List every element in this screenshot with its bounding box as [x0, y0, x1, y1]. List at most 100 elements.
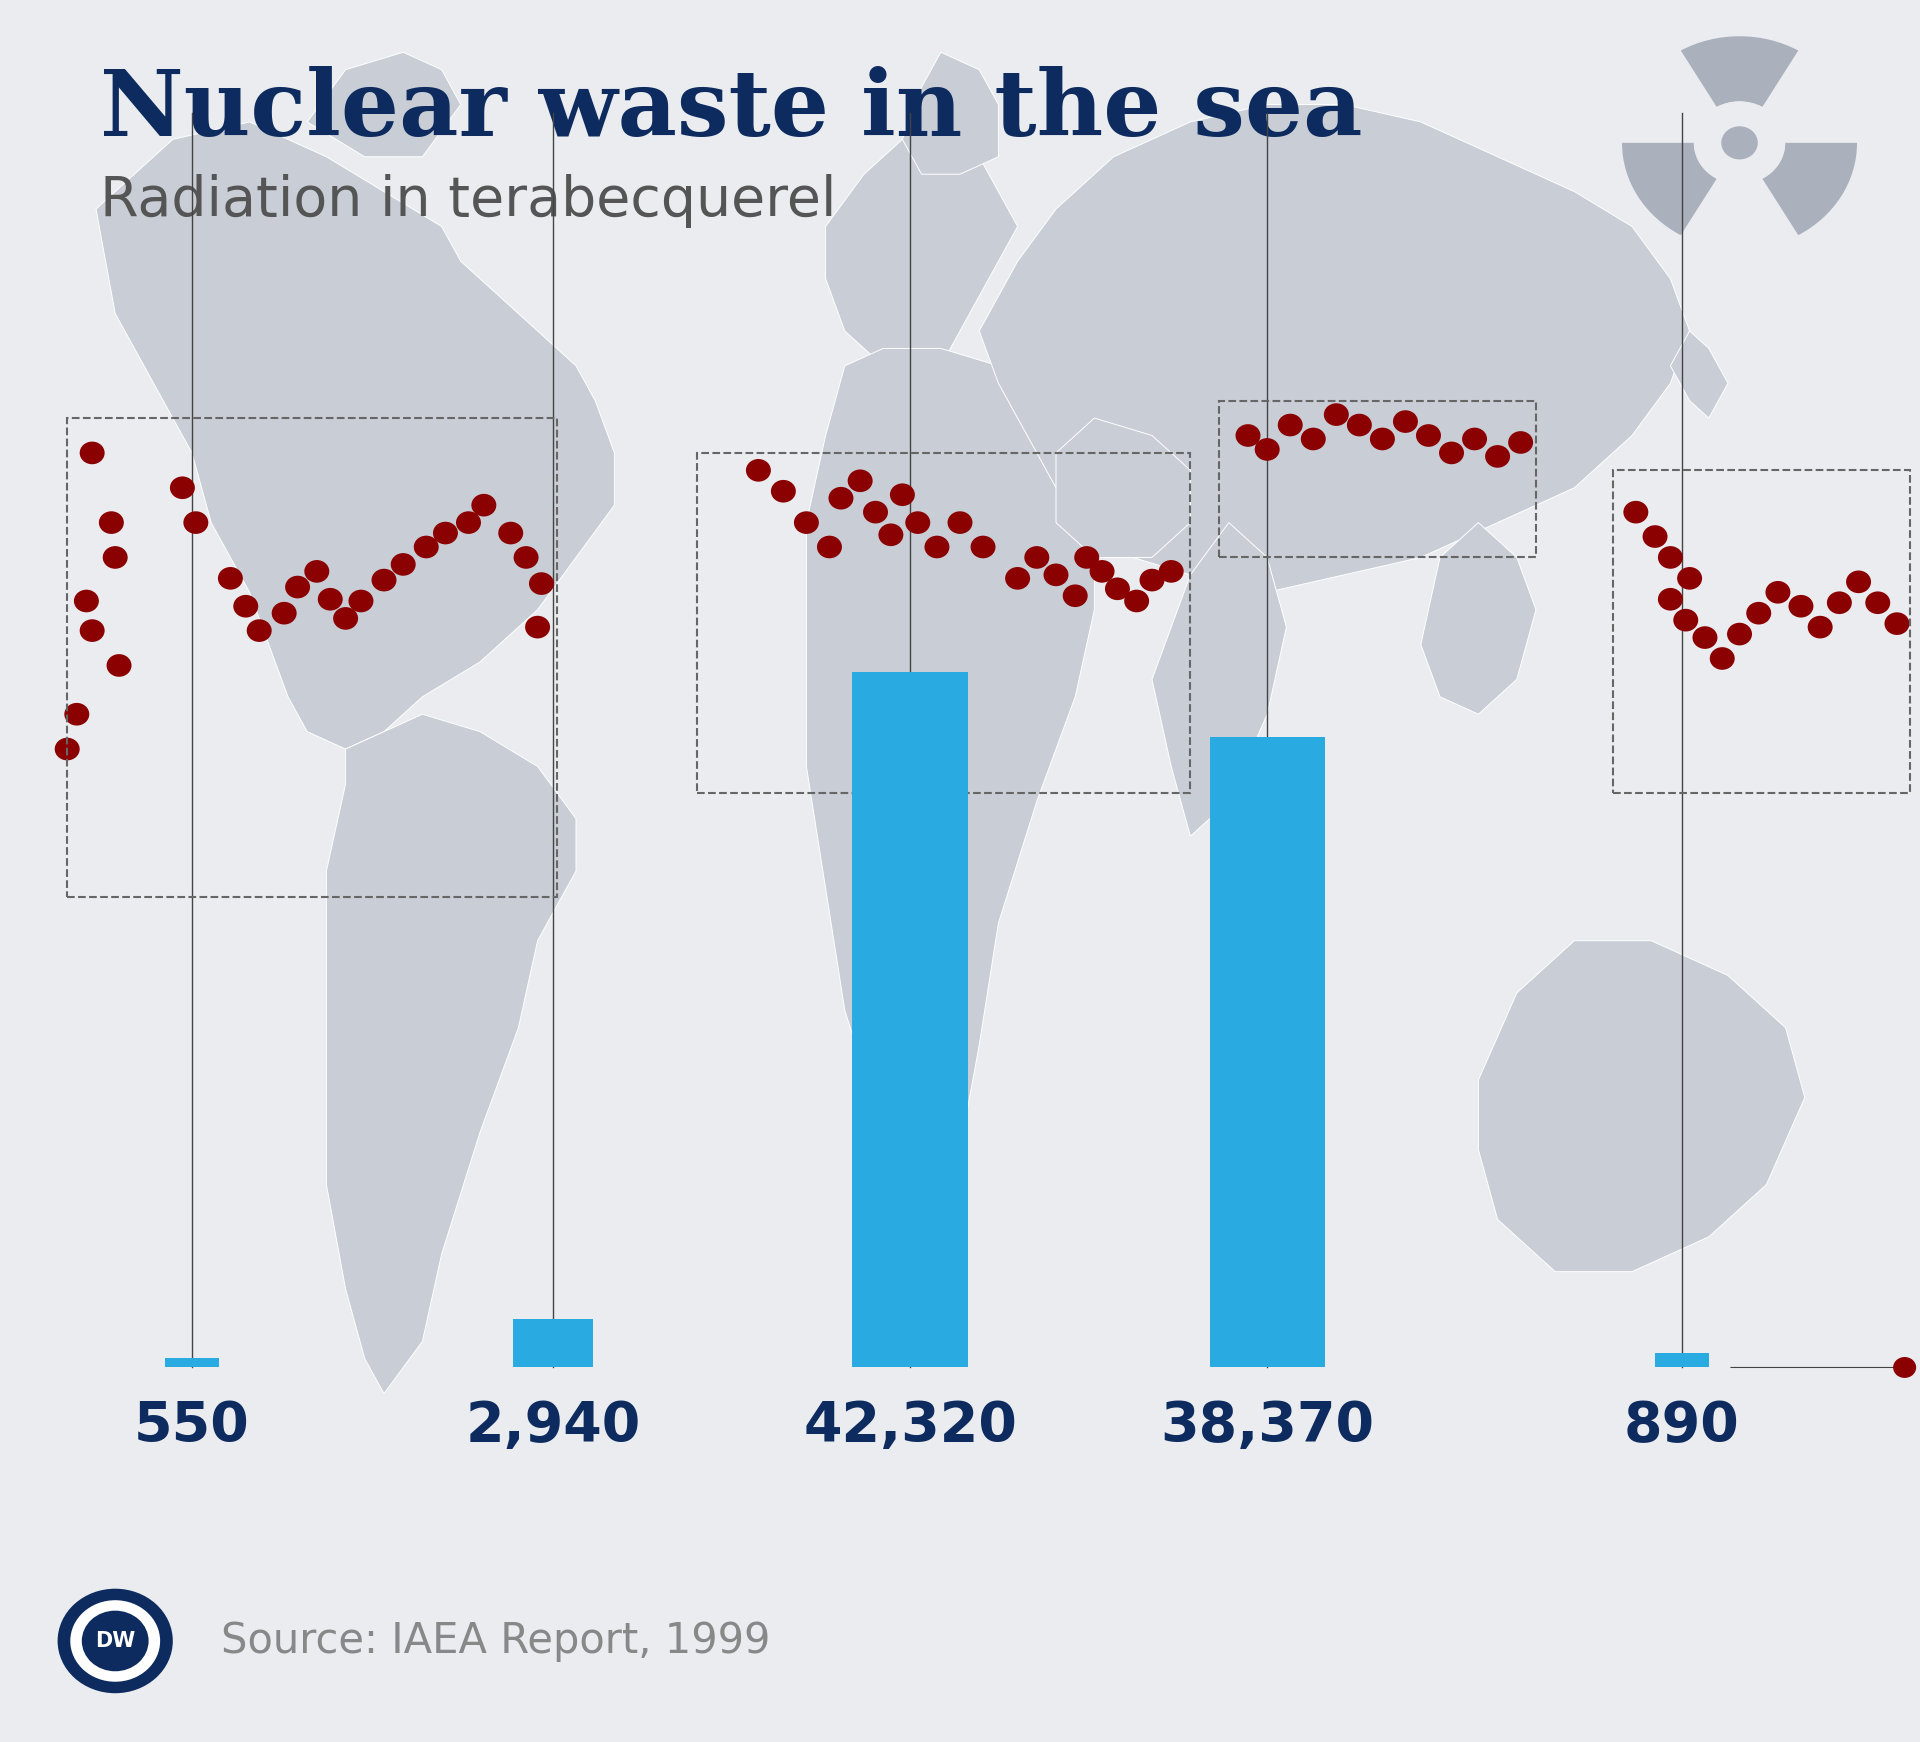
Circle shape — [284, 575, 311, 599]
Circle shape — [106, 655, 131, 678]
Circle shape — [1709, 646, 1736, 671]
Circle shape — [904, 512, 929, 535]
Circle shape — [102, 547, 127, 568]
Bar — [1655, 1354, 1709, 1367]
Circle shape — [392, 552, 415, 575]
Circle shape — [171, 477, 196, 500]
Circle shape — [1044, 563, 1068, 585]
Circle shape — [1693, 101, 1786, 185]
Circle shape — [100, 512, 123, 535]
Bar — [1613, 470, 1910, 793]
Circle shape — [332, 606, 357, 631]
Circle shape — [1486, 444, 1511, 469]
Polygon shape — [1056, 418, 1190, 557]
Circle shape — [248, 618, 273, 643]
Circle shape — [1073, 547, 1098, 568]
Circle shape — [499, 523, 522, 545]
Bar — [697, 453, 1190, 793]
Circle shape — [79, 618, 104, 643]
Circle shape — [1893, 1357, 1916, 1378]
Circle shape — [1064, 585, 1087, 608]
Circle shape — [526, 617, 551, 639]
Circle shape — [1279, 413, 1302, 437]
Circle shape — [415, 537, 438, 559]
Circle shape — [1325, 402, 1348, 427]
Text: DW: DW — [96, 1631, 134, 1651]
Circle shape — [182, 512, 207, 535]
Circle shape — [1160, 559, 1183, 582]
Circle shape — [889, 483, 914, 507]
Circle shape — [1256, 439, 1279, 462]
Bar — [1219, 401, 1536, 557]
Circle shape — [1672, 608, 1697, 632]
Circle shape — [79, 441, 104, 465]
Circle shape — [1417, 423, 1440, 448]
Circle shape — [1140, 568, 1164, 592]
Bar — [1210, 737, 1325, 1367]
Wedge shape — [1622, 143, 1716, 235]
Circle shape — [1728, 622, 1751, 646]
Text: Radiation in terabecquerel: Radiation in terabecquerel — [100, 174, 837, 228]
Text: 42,320: 42,320 — [803, 1399, 1018, 1453]
Circle shape — [1622, 502, 1647, 524]
Circle shape — [1104, 577, 1129, 599]
Circle shape — [1642, 526, 1667, 549]
Circle shape — [58, 1589, 173, 1693]
Circle shape — [371, 568, 397, 592]
Circle shape — [1507, 430, 1534, 455]
Circle shape — [795, 512, 818, 535]
Text: 38,370: 38,370 — [1160, 1399, 1375, 1453]
Polygon shape — [979, 105, 1690, 592]
Circle shape — [970, 537, 995, 559]
Bar — [165, 1359, 219, 1367]
Bar — [67, 418, 557, 897]
Circle shape — [1788, 596, 1812, 618]
Circle shape — [317, 587, 342, 611]
Circle shape — [348, 589, 372, 613]
Circle shape — [1659, 547, 1682, 568]
Circle shape — [816, 537, 841, 559]
Polygon shape — [1670, 331, 1728, 418]
Polygon shape — [326, 714, 576, 1394]
Circle shape — [1720, 125, 1759, 160]
Circle shape — [770, 479, 795, 503]
Circle shape — [1236, 423, 1260, 448]
Polygon shape — [902, 52, 998, 174]
Circle shape — [303, 559, 330, 582]
Bar — [852, 672, 968, 1367]
Circle shape — [829, 488, 852, 510]
Circle shape — [73, 589, 100, 613]
Circle shape — [1440, 441, 1463, 465]
Circle shape — [457, 512, 480, 535]
Text: 2,940: 2,940 — [465, 1399, 641, 1453]
Text: Source: IAEA Report, 1999: Source: IAEA Report, 1999 — [221, 1620, 770, 1662]
Circle shape — [1766, 580, 1789, 604]
Circle shape — [1745, 601, 1770, 625]
Circle shape — [528, 571, 553, 596]
Circle shape — [1369, 429, 1394, 451]
Circle shape — [472, 495, 495, 517]
Text: 890: 890 — [1624, 1399, 1740, 1453]
Polygon shape — [826, 139, 1018, 383]
Polygon shape — [96, 122, 614, 749]
Text: 550: 550 — [134, 1399, 250, 1453]
Polygon shape — [1152, 523, 1286, 836]
Circle shape — [234, 596, 257, 618]
Circle shape — [1025, 547, 1050, 568]
Circle shape — [1089, 559, 1114, 582]
Circle shape — [1807, 617, 1832, 639]
Circle shape — [745, 460, 772, 483]
Circle shape — [1845, 570, 1870, 592]
Circle shape — [1678, 568, 1701, 589]
Polygon shape — [1421, 523, 1536, 714]
Circle shape — [925, 537, 948, 559]
Circle shape — [71, 1601, 159, 1681]
Circle shape — [271, 601, 296, 625]
Circle shape — [54, 739, 81, 760]
Circle shape — [432, 523, 459, 545]
Circle shape — [847, 470, 872, 493]
Wedge shape — [1680, 37, 1799, 106]
Circle shape — [1006, 568, 1029, 589]
Polygon shape — [307, 52, 461, 157]
Circle shape — [513, 547, 538, 568]
